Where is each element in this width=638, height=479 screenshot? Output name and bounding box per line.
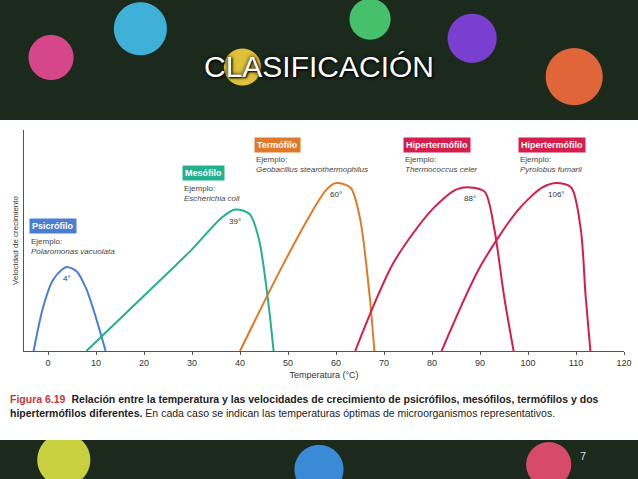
svg-text:88°: 88° [464,194,476,203]
svg-text:40: 40 [235,358,245,368]
svg-text:Ejemplo:Thermococcus celer: Ejemplo:Thermococcus celer [405,155,477,174]
html-text:CLASIFICACIÓN: CLASIFICACIÓN [204,50,434,83]
svg-text:120: 120 [616,358,631,368]
svg-text:80: 80 [427,358,437,368]
svg-text:39°: 39° [229,217,241,226]
svg-text:106°: 106° [548,190,565,199]
svg-text:Termófilo: Termófilo [257,140,298,150]
svg-text:110: 110 [569,358,583,368]
svg-text:0: 0 [45,358,50,368]
svg-text:Ejemplo:Pyrolobus fumarii: Ejemplo:Pyrolobus fumarii [520,155,582,174]
svg-text:Psicrófilo: Psicrófilo [32,221,74,231]
svg-text:4°: 4° [63,274,71,283]
svg-text:50: 50 [283,358,293,368]
svg-text:90: 90 [475,358,485,368]
svg-text:30: 30 [187,358,197,368]
svg-text:Velocidad de crecimiento: Velocidad de crecimiento [11,195,20,284]
svg-text:20: 20 [139,358,149,368]
svg-text:60°: 60° [330,190,342,199]
html-text:Relación entre la temperatura: Relación entre la temperatura y las velo… [10,393,599,419]
svg-text:Temperatura (°C): Temperatura (°C) [289,370,358,380]
svg-text:Ejemplo:Geobacillus stearother: Ejemplo:Geobacillus stearothermophilus [256,155,368,174]
svg-text:10: 10 [91,358,101,368]
svg-text:Hipertermófilo: Hipertermófilo [406,140,468,150]
svg-text:100: 100 [520,358,535,368]
html-text:7: 7 [579,450,586,462]
svg-text:Ejemplo:Escherichia coli: Ejemplo:Escherichia coli [184,184,240,203]
svg-text:70: 70 [379,358,389,368]
svg-text:60: 60 [331,358,341,368]
svg-text:Ejemplo:Polaromonas vacuolata: Ejemplo:Polaromonas vacuolata [31,237,115,256]
html-text:Figura 6.19: Figura 6.19 [10,393,66,405]
svg-text:Mesófilo: Mesófilo [185,168,222,178]
svg-text:Hipertermófilo: Hipertermófilo [521,140,583,150]
